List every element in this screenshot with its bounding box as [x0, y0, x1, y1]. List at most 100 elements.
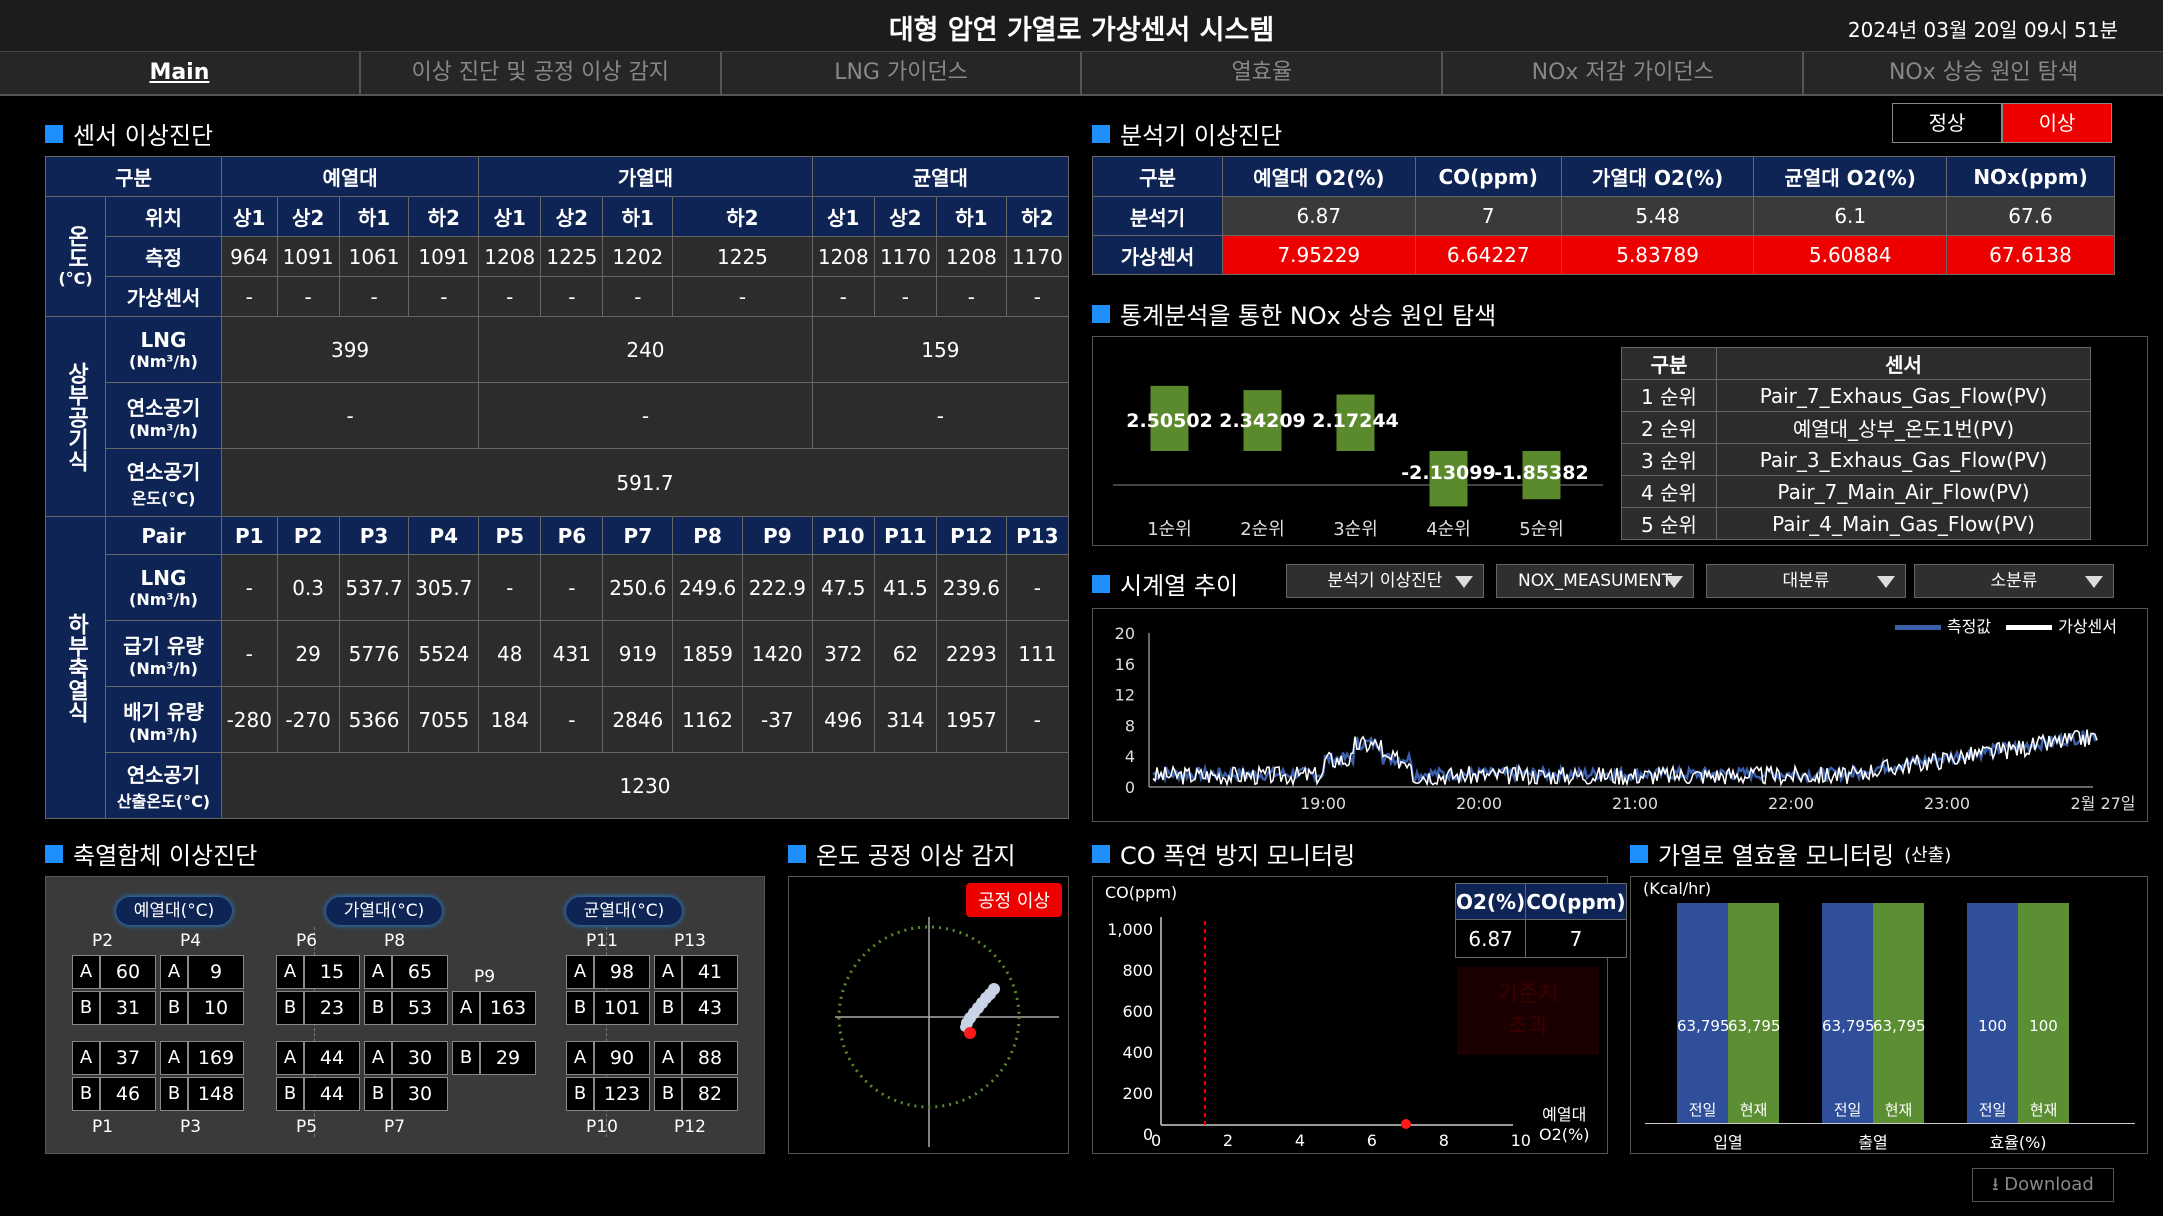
regen-a-value: 163 — [480, 991, 536, 1025]
status-normal-button[interactable]: 정상 — [1892, 103, 2002, 143]
ts-x-tick: 22:00 — [1768, 794, 1814, 813]
download-icon: ⭳ — [1992, 1174, 2005, 1195]
eff-group-label: 출열 — [1858, 1133, 1888, 1152]
regen-b-label: B — [654, 1077, 682, 1111]
ts-x-tick: 20:00 — [1456, 794, 1502, 813]
eff-group-label: 입열 — [1713, 1133, 1743, 1152]
eff-prev-value: 63,795 — [1822, 1017, 1875, 1035]
stats-bar — [1243, 390, 1282, 451]
status-abnormal-button[interactable]: 이상 — [2002, 103, 2112, 143]
legend-measured: 측정값 — [1946, 617, 1992, 636]
rank-table: 구분 센서 1 순위 Pair_7_Exhaus_Gas_Flow(PV) 2 순위… — [1621, 347, 2091, 540]
regen-b-label: B — [160, 1077, 188, 1111]
regen-a-label: A — [654, 1041, 682, 1075]
regen-unit-label: P6 — [296, 931, 318, 951]
lower-group-label: 하부축열식 — [45, 516, 106, 819]
eff-cur-label: 현재 — [2029, 1101, 2058, 1119]
process-panel: 공정 이상 — [788, 876, 1069, 1154]
major-class-dropdown[interactable]: 대분류 — [1706, 564, 1906, 598]
tab-diagnosis[interactable]: 이상 진단 및 공정 이상 감지 — [361, 52, 722, 94]
minor-class-dropdown[interactable]: 소분류 — [1914, 564, 2114, 598]
stats-bar — [1150, 385, 1189, 451]
chevron-down-icon — [1877, 576, 1895, 588]
co-threshold-warning: 기준치 초과 — [1457, 967, 1599, 1055]
timeseries-legend: 측정값 가상센서 — [1894, 613, 2117, 637]
eff-prev-label: 전일 — [1833, 1101, 1862, 1119]
regen-unit: P6 A 15 B 23 — [276, 931, 360, 1025]
section-marker-icon — [45, 844, 63, 863]
nav-bar: Main 이상 진단 및 공정 이상 감지 LNG 가이던스 열효율 NOx 저… — [0, 52, 2163, 96]
eff-bar-prev — [1822, 903, 1873, 1123]
regen-a-label: A — [160, 955, 188, 989]
nox-cause-chart: 2.50502 1순위 2.34209 2순위 2.17244 3순위 -2.13099 4순… — [1113, 385, 1603, 540]
regen-unit-label: P9 — [474, 967, 496, 987]
ts-y-tick: 4 — [1125, 747, 1135, 766]
regen-unit: P9 A 163 — [452, 967, 536, 1025]
regen-zone-label: 균열대(°C) — [566, 897, 682, 925]
regen-unit-label: P5 — [296, 1117, 318, 1137]
co-section-title: CO 폭연 방지 모니터링 — [1092, 836, 1355, 871]
stats-section-title: 통계분석을 통한 NOx 상승 원인 탐색 — [1092, 296, 1496, 331]
stats-bar-label: 2.34209 — [1219, 410, 1306, 432]
download-button[interactable]: ⭳ Download — [1972, 1168, 2114, 1202]
ts-y-tick: 12 — [1115, 686, 1135, 705]
regen-a-value: 90 — [594, 1041, 650, 1075]
regen-a-value: 65 — [392, 955, 448, 989]
regen-unit-label: P8 — [384, 931, 406, 951]
stats-x-tick: 2순위 — [1240, 519, 1285, 540]
section-marker-icon — [1092, 124, 1110, 143]
ts-y-tick: 0 — [1125, 778, 1135, 797]
regen-b-label: B — [72, 991, 100, 1025]
regen-a-label: A — [566, 1041, 594, 1075]
tab-efficiency[interactable]: 열효율 — [1082, 52, 1444, 94]
regen-unit: P12 A 88 B 82 — [654, 1041, 738, 1137]
regen-b-label: B — [276, 991, 304, 1025]
regen-b-value: 23 — [304, 991, 360, 1025]
ts-x-tick: 2월 27일 — [2070, 794, 2135, 813]
legend-virtual: 가상센서 — [2058, 617, 2117, 636]
regen-a-label: A — [364, 1041, 392, 1075]
top-bar: 대형 압연 가열로 가상센서 시스템 2024년 03월 20일 09시 51분 — [0, 0, 2163, 52]
section-marker-icon — [1630, 844, 1648, 863]
regen-a-value: 98 — [594, 955, 650, 989]
temp-group-label: 온도 (°C) — [45, 196, 106, 317]
regen-b-label: B — [654, 991, 682, 1025]
ts-series-virtual — [1152, 729, 2098, 788]
eff-group: 63,795 63,795 전일 현재 입열 — [1677, 903, 1781, 1153]
sensor-table: 구분 예열대 가열대 균열대 온도 (°C) 위치 상1 상2 하1 하2 상1 상2 하1… — [45, 156, 1070, 819]
regen-panel: 예열대(°C) 가열대(°C) 균열대(°C) P2 A 60 B 31 P4 A 9 B 10 P1 A 3… — [45, 876, 765, 1154]
stats-x-tick: 4순위 — [1426, 519, 1471, 540]
regen-b-value: 46 — [100, 1077, 156, 1111]
tab-nox-cause[interactable]: NOx 상승 원인 탐색 — [1888, 60, 2079, 85]
regen-a-label: A — [276, 955, 304, 989]
regen-section-title: 축열함체 이상진단 — [45, 836, 257, 871]
regen-unit-label: P10 — [586, 1117, 618, 1137]
eff-baseline — [1645, 1123, 2135, 1124]
stats-x-tick: 1순위 — [1147, 519, 1192, 540]
regen-a-value: 60 — [100, 955, 156, 989]
eff-cur-value: 63,795 — [1873, 1017, 1926, 1035]
category-dropdown[interactable]: 분석기 이상진단 — [1286, 564, 1484, 598]
eff-section-title: 가열로 열효율 모니터링 (산출) — [1630, 836, 1951, 871]
eff-group-label: 효율(%) — [1989, 1133, 2047, 1152]
regen-a-value: 169 — [188, 1041, 244, 1075]
regen-unit: B 29 — [452, 1041, 536, 1075]
regen-unit: P4 A 9 B 10 — [160, 931, 244, 1025]
section-marker-icon — [1092, 844, 1110, 863]
stats-x-tick: 5순위 — [1519, 519, 1564, 540]
co-panel: CO(ppm) 1,000 800 600 400 200 0 0 2 4 6 8 10 예열대 O2… — [1092, 876, 1627, 1154]
ts-x-tick: 19:00 — [1300, 794, 1346, 813]
regen-b-value: 29 — [480, 1041, 536, 1075]
regen-a-label: A — [452, 991, 480, 1025]
tab-nox-reduction[interactable]: NOx 저감 가이던스 — [1443, 52, 1805, 94]
tag-dropdown[interactable]: NOX_MEASUMENT — [1496, 564, 1694, 598]
eff-cur-value: 63,795 — [1728, 1017, 1781, 1035]
section-marker-icon — [1092, 574, 1110, 593]
regen-unit: P5 A 44 B 44 — [276, 1041, 360, 1137]
eff-group: 63,795 63,795 전일 현재 출열 — [1822, 903, 1926, 1153]
tab-lng-guidance[interactable]: LNG 가이던스 — [722, 52, 1083, 94]
regen-b-label: B — [566, 1077, 594, 1111]
tab-main[interactable]: Main — [0, 52, 361, 94]
timeseries-chart: 20 16 12 8 4 0 19:00 20:00 21:00 22:00 23:00 2월 27일 — [1115, 624, 2136, 813]
sensor-section-title: 센서 이상진단 — [45, 116, 213, 151]
